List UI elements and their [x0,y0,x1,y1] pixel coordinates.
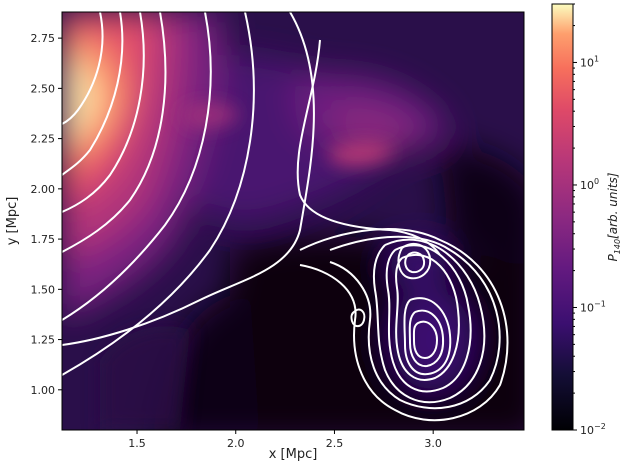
contour-line [299,228,509,422]
y-tick-label-6: 2.50 [31,82,56,95]
cb-tick-label-0: 10−2 [580,422,606,437]
contour-line [395,253,460,381]
contour-line [62,12,167,253]
contour-line [350,308,366,328]
contour-line [62,12,124,176]
x-tick-label-1: 2.0 [227,437,245,450]
contour-line [329,235,501,410]
contour-line [397,242,432,280]
contour-lines [62,12,509,422]
x-axis: 1.5 2.0 2.5 3.0 [128,430,442,450]
contour-line [412,320,439,360]
heatmap [62,12,524,430]
y-tick-label-1: 1.25 [31,334,56,347]
colorbar-label-main: P [606,253,620,261]
contour-line [404,251,426,274]
x-tick-label-0: 1.5 [128,437,146,450]
y-tick-label-5: 2.25 [31,133,56,146]
cb-tick-label-3: 101 [580,54,599,69]
y-tick-label-2: 1.50 [31,283,56,296]
contour-line [296,39,441,256]
y-axis-label: y [Mpc] [5,197,20,246]
y-tick-label-3: 1.75 [31,233,56,246]
contour-line [403,297,452,376]
y-tick-label-4: 2.00 [31,183,56,196]
colorbar-ticks: 10−2 10−1 100 101 [573,3,606,437]
colorbar [551,3,574,431]
cb-tick-label-2: 100 [580,177,599,192]
x-tick-label-3: 3.0 [424,437,442,450]
contour-line [62,12,145,213]
colorbar-label: P140[arb. units] [606,172,622,261]
x-tick-label-2: 2.5 [326,437,344,450]
contour-line [372,238,486,404]
plot-frame [61,11,525,431]
y-tick-label-0: 1.00 [31,384,56,397]
contour-line [62,12,315,346]
cb-tick-label-1: 10−1 [580,299,606,314]
y-tick-label-7: 2.75 [31,32,56,45]
contour-line [62,12,104,125]
colorbar-label-sub: 140 [613,239,622,254]
colorbar-label-rest: [arb. units] [606,172,620,239]
contour-line [408,309,445,368]
contour-line [385,244,472,393]
contour-line [62,12,255,376]
y-axis: 1.00 1.25 1.50 1.75 2.00 2.25 2.50 2.75 [31,32,62,397]
x-axis-label: x [Mpc] [269,447,318,462]
contour-line [62,12,212,321]
